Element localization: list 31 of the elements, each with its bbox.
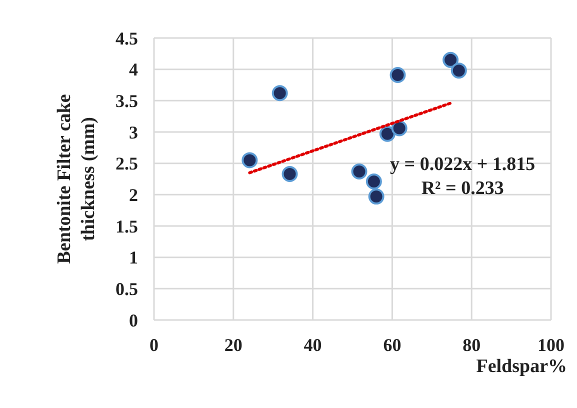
x-axis-title: Feldspar%	[476, 356, 567, 377]
y-tick-label: 0.5	[116, 279, 138, 300]
y-tick-label: 2.5	[116, 154, 138, 174]
y-tick-label: 2	[129, 185, 138, 206]
annotation: R² = 0.233	[420, 177, 505, 201]
point	[351, 163, 368, 180]
y-tick-label: 1.5	[116, 216, 138, 236]
point	[272, 85, 288, 102]
point	[391, 120, 408, 136]
point	[242, 152, 258, 168]
point	[379, 126, 396, 142]
point	[390, 66, 406, 83]
annotation: y = 0.022x + 1.815	[390, 153, 536, 177]
point	[368, 188, 384, 205]
y-tick-label: 1	[129, 248, 138, 268]
point	[450, 62, 467, 79]
x-tick-label: 0	[150, 334, 158, 355]
x-tick-label: 20	[224, 334, 242, 355]
point	[442, 52, 459, 68]
y-tick-label: 4	[129, 60, 138, 80]
y-tick-label: 3	[129, 122, 138, 142]
y-tick-label: 4.5	[116, 28, 138, 48]
point	[366, 174, 382, 190]
y-axis-title: Bentonite Filter cake thickness (mm)	[54, 94, 99, 264]
x-tick-label: 100	[538, 334, 564, 355]
x-tick-label: 60	[383, 334, 402, 355]
point	[282, 166, 298, 182]
x-tick-label: 80	[462, 334, 481, 355]
x-tick-label: 40	[304, 334, 322, 355]
y-tick-label: 0	[129, 310, 138, 330]
y-tick-label: 3.5	[116, 91, 138, 112]
